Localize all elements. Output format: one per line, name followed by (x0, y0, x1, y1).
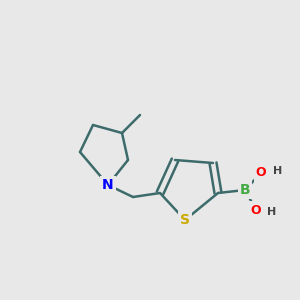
Text: H: H (267, 207, 276, 217)
Text: N: N (102, 178, 114, 192)
Text: S: S (180, 213, 190, 227)
Text: B: B (240, 183, 250, 197)
Text: O: O (256, 167, 266, 179)
Text: O: O (251, 203, 261, 217)
Text: H: H (273, 166, 282, 176)
